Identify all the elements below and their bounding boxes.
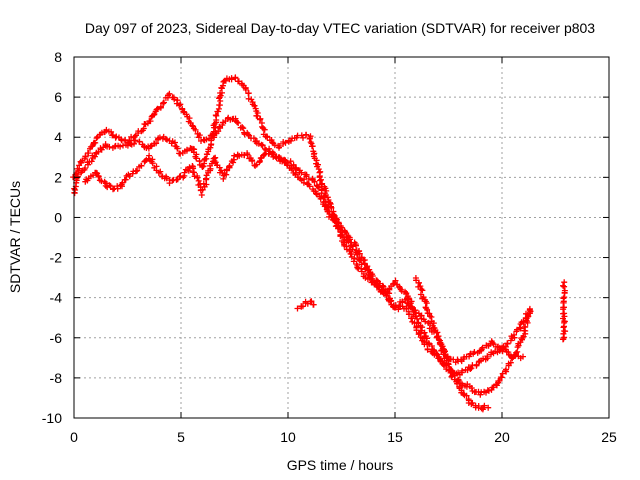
- chart-title: Day 097 of 2023, Sidereal Day-to-day VTE…: [85, 20, 595, 36]
- y-tick-label: -6: [50, 330, 63, 346]
- y-tick-label: -8: [50, 370, 63, 386]
- data-point-track: [560, 279, 569, 343]
- data-point-track: [71, 74, 534, 398]
- y-tick-label: -10: [42, 410, 62, 426]
- plot-frame: [73, 56, 610, 419]
- data-point-track: [294, 298, 317, 312]
- x-tick-label: 0: [70, 429, 78, 445]
- x-tick-label: 20: [494, 429, 510, 445]
- x-tick-label: 5: [177, 429, 185, 445]
- x-tick-label: 25: [601, 429, 617, 445]
- y-axis-label: SDTVAR / TECUs: [7, 181, 23, 293]
- y-tick-label: 6: [54, 89, 62, 105]
- data-layer: [70, 74, 569, 413]
- y-tick-label: 0: [54, 209, 62, 225]
- x-axis-label: GPS time / hours: [287, 457, 394, 473]
- x-tick-label: 10: [280, 429, 296, 445]
- data-point-track: [412, 275, 492, 413]
- data-point-track: [70, 114, 526, 378]
- y-tick-label: -2: [50, 250, 63, 266]
- y-tick-label: 2: [54, 169, 62, 185]
- y-tick-label: 8: [54, 49, 62, 65]
- tick-layer: 0 5 10 15 20 25 -10 -8 -6 -4 -2 0 2 4 6 8: [42, 49, 617, 445]
- y-tick-label: -4: [50, 290, 63, 306]
- y-tick-label: 4: [54, 129, 62, 145]
- x-tick-label: 15: [387, 429, 403, 445]
- data-point-track: [82, 150, 533, 366]
